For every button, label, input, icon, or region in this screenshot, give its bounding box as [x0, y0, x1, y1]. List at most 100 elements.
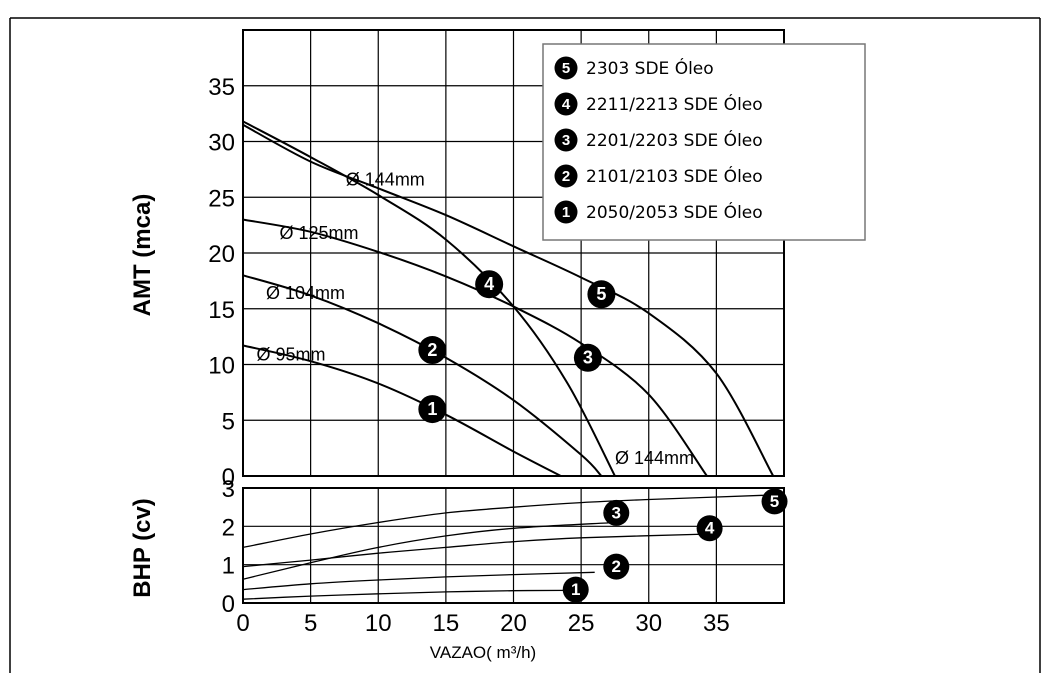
head-curve-2	[242, 274, 603, 477]
legend-marker-4-number: 4	[562, 96, 571, 113]
legend-marker-4-disc	[554, 92, 578, 116]
power-marker-3-number: 3	[612, 503, 621, 522]
power-x-tick-label: 30	[635, 610, 662, 637]
legend-marker-3-disc	[554, 128, 578, 152]
power-x-tick-label: 15	[433, 610, 460, 637]
power-curves	[242, 494, 775, 600]
legend-marker-5-number: 5	[562, 60, 570, 77]
legend-marker-1-disc	[554, 200, 578, 224]
legend-marker-2-number: 2	[562, 168, 570, 185]
head-curve-1	[242, 344, 562, 477]
power-x-tick-label: 5	[304, 610, 317, 637]
head-y-tick-label: 0	[222, 464, 235, 491]
impeller-diameter-label: Ø 95mm	[257, 344, 326, 364]
head-markers: 1 2 3 4 5	[418, 270, 616, 424]
legend-entry: 2 2101/2103 SDE Óleo	[554, 164, 763, 188]
power-curve-1	[242, 589, 568, 600]
head-marker-2: 2	[418, 336, 447, 365]
head-y-tick-label: 30	[208, 130, 235, 157]
power-curve-4	[242, 533, 710, 568]
impeller-diameter-label: Ø 104mm	[266, 283, 345, 303]
power-curve-5	[242, 494, 775, 549]
power-y-tick-labels: 0 1 2 3	[222, 476, 235, 618]
power-y-tick-label: 3	[222, 476, 235, 503]
legend-label: 2050/2053 SDE Óleo	[586, 201, 763, 223]
impeller-diameter-label: Ø 125mm	[280, 223, 359, 243]
head-marker-3: 3	[573, 343, 602, 372]
head-y-tick-label: 35	[208, 74, 235, 101]
power-plot-border	[242, 487, 785, 604]
power-marker-3-disc	[603, 499, 630, 526]
legend-label: 2211/2213 SDE Óleo	[586, 93, 763, 115]
power-marker-1-number: 1	[571, 580, 580, 599]
power-y-axis-label: BHP (cv)	[129, 498, 156, 598]
power-x-tick-label: 0	[236, 610, 249, 637]
power-marker-2: 2	[603, 553, 630, 580]
power-marker-3: 3	[603, 499, 630, 526]
head-y-tick-labels: 0 5 10 15 20 25 30 35	[208, 74, 235, 491]
head-marker-2-disc	[418, 336, 447, 365]
power-marker-5-disc	[761, 488, 788, 515]
power-markers: 1 2 3 4 5	[562, 488, 788, 603]
legend-marker-2-disc	[554, 164, 578, 188]
head-y-tick-label: 10	[208, 353, 235, 380]
power-curve-2	[242, 571, 595, 591]
head-marker-5-disc	[587, 280, 616, 309]
head-y-tick-label: 5	[222, 408, 235, 435]
head-marker-3-number: 3	[583, 348, 593, 368]
head-marker-4-number: 4	[484, 274, 494, 294]
power-marker-2-number: 2	[612, 557, 621, 576]
legend-entry: 1 2050/2053 SDE Óleo	[554, 200, 763, 224]
legend-entry: 3 2201/2203 SDE Óleo	[554, 128, 763, 152]
power-marker-4-disc	[696, 515, 723, 542]
legend-marker-4: 4	[554, 92, 578, 116]
legend-label: 2303 SDE Óleo	[586, 57, 714, 79]
head-plot-border	[242, 29, 785, 477]
head-marker-2-number: 2	[427, 340, 437, 360]
head-annotations: Ø 95mm Ø 104mm Ø 125mm Ø 144mm Ø 144mm	[257, 169, 694, 468]
legend-marker-5: 5	[554, 56, 578, 80]
power-x-axis-label: VAZAO( m³/h)	[430, 643, 536, 662]
power-grid	[243, 487, 785, 603]
power-y-tick-label: 2	[222, 514, 235, 541]
head-y-axis-label: AMT (mca)	[129, 194, 156, 317]
power-marker-4: 4	[696, 515, 723, 542]
head-y-tick-label: 25	[208, 185, 235, 212]
head-curve-5	[242, 123, 775, 477]
power-x-tick-label: 20	[500, 610, 527, 637]
power-x-tick-label: 35	[703, 610, 730, 637]
legend-marker-1-number: 1	[562, 204, 570, 221]
power-y-tick-label: 1	[222, 553, 235, 580]
power-x-tick-labels: 0 5 10 15 20 25 30 35	[236, 610, 729, 637]
legend-label: 2101/2103 SDE Óleo	[586, 165, 763, 187]
power-marker-2-disc	[603, 553, 630, 580]
head-marker-5-number: 5	[596, 284, 606, 304]
head-curve-4	[242, 120, 616, 477]
legend-marker-3-number: 3	[562, 132, 570, 149]
impeller-diameter-label: Ø 144mm	[615, 448, 694, 468]
power-marker-1: 1	[562, 576, 589, 603]
power-marker-5: 5	[761, 488, 788, 515]
power-x-tick-label: 25	[568, 610, 595, 637]
power-x-tick-label: 10	[365, 610, 392, 637]
legend-entry: 5 2303 SDE Óleo	[554, 56, 714, 80]
legend-entry: 4 2211/2213 SDE Óleo	[554, 92, 763, 116]
power-y-tick-label: 0	[222, 591, 235, 618]
legend-marker-2: 2	[554, 164, 578, 188]
legend-label: 2201/2203 SDE Óleo	[586, 129, 763, 151]
head-y-tick-label: 20	[208, 241, 235, 268]
power-marker-1-disc	[562, 576, 589, 603]
head-marker-4: 4	[475, 270, 504, 299]
power-marker-5-number: 5	[770, 492, 779, 511]
head-y-tick-label: 15	[208, 297, 235, 324]
head-marker-4-disc	[475, 270, 504, 299]
head-marker-3-disc	[573, 343, 602, 372]
head-marker-1-number: 1	[427, 399, 437, 419]
power-marker-4-number: 4	[705, 519, 715, 538]
power-curve-3	[242, 521, 615, 580]
head-marker-1: 1	[418, 395, 447, 424]
head-marker-5: 5	[587, 280, 616, 309]
